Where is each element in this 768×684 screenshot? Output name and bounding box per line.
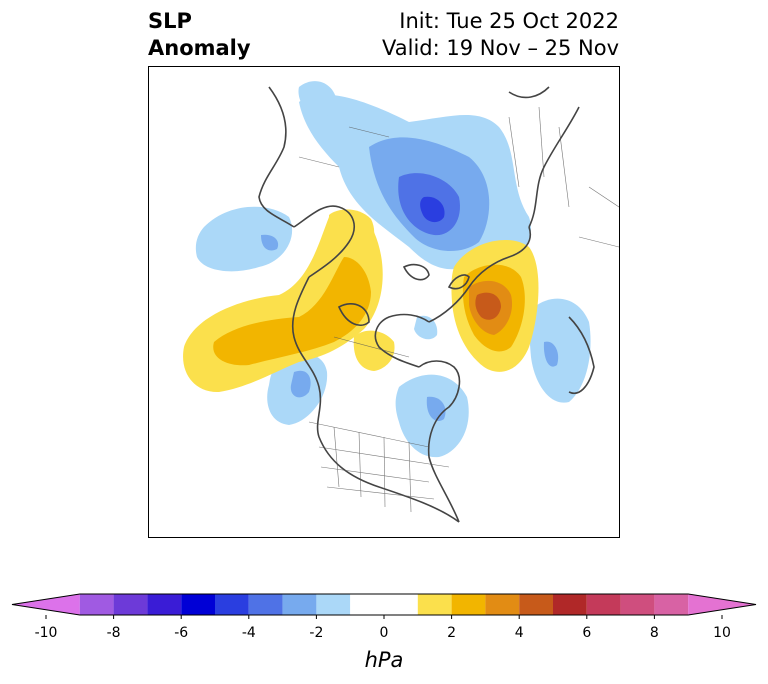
colorbar-tick-label: 6 <box>582 625 592 641</box>
positive-anomaly-alaska-pacific <box>183 212 383 393</box>
colorbar-segment <box>451 594 486 615</box>
colorbar-segment <box>113 594 148 615</box>
colorbar-tick-label: -2 <box>309 625 324 641</box>
colorbar-tick-label: -6 <box>174 625 189 641</box>
colorbar-tick-label: 4 <box>514 625 524 641</box>
colorbar-units: hPa <box>364 648 404 672</box>
colorbar-segment <box>282 594 317 615</box>
colorbar-segment <box>316 594 351 615</box>
valid-date-range: Valid: 19 Nov – 25 Nov <box>382 36 619 60</box>
colorbar-segment <box>350 594 384 615</box>
colorbar-tick-label: -10 <box>34 625 58 641</box>
init-date: Init: Tue 25 Oct 2022 <box>399 9 619 33</box>
coastlines <box>258 86 595 523</box>
colorbar-segment <box>417 594 452 615</box>
negative-anomaly-labrador <box>395 374 469 458</box>
colorbar-tick-label: 10 <box>713 625 731 641</box>
colorbar-tick-label: 2 <box>447 625 457 641</box>
map-title: SLP Anomaly <box>148 8 251 62</box>
colorbar-segment <box>485 594 520 615</box>
colorbar-tick-label: -8 <box>106 625 121 641</box>
colorbar-segments <box>11 593 757 619</box>
colorbar-segment <box>79 594 114 615</box>
title-variable-line1: SLP <box>148 9 192 33</box>
colorbar-segment <box>553 594 587 615</box>
colorbar <box>11 593 757 619</box>
colorbar-segment <box>181 594 215 615</box>
positive-anomaly-yukon <box>329 209 375 257</box>
map-dates: Init: Tue 25 Oct 2022 Valid: 19 Nov – 25… <box>382 8 619 62</box>
title-variable-line2: Anomaly <box>148 36 251 60</box>
colorbar-tick-label: 0 <box>379 625 389 641</box>
political-borders <box>298 106 619 513</box>
colorbar-segment <box>519 594 553 615</box>
map-panel <box>148 66 620 538</box>
colorbar-segment <box>654 594 689 615</box>
colorbar-segment <box>586 594 621 615</box>
positive-anomaly-hudson <box>353 330 395 371</box>
negative-anomaly-atlantic <box>529 298 591 403</box>
negative-anomaly-eurasia <box>299 94 531 270</box>
colorbar-segment <box>384 594 418 615</box>
colorbar-segment <box>147 594 182 615</box>
colorbar-segment <box>248 594 283 615</box>
colorbar-segment <box>12 594 80 615</box>
negative-anomaly-bering <box>195 206 293 272</box>
colorbar-outline <box>11 593 757 616</box>
anomaly-map <box>183 81 619 523</box>
colorbar-segment <box>688 594 756 615</box>
colorbar-tick-label: -4 <box>241 625 256 641</box>
positive-anomaly-barents <box>451 239 539 372</box>
colorbar-segment <box>215 594 249 615</box>
colorbar-tick-label: 8 <box>649 625 659 641</box>
colorbar-segment <box>620 594 655 615</box>
